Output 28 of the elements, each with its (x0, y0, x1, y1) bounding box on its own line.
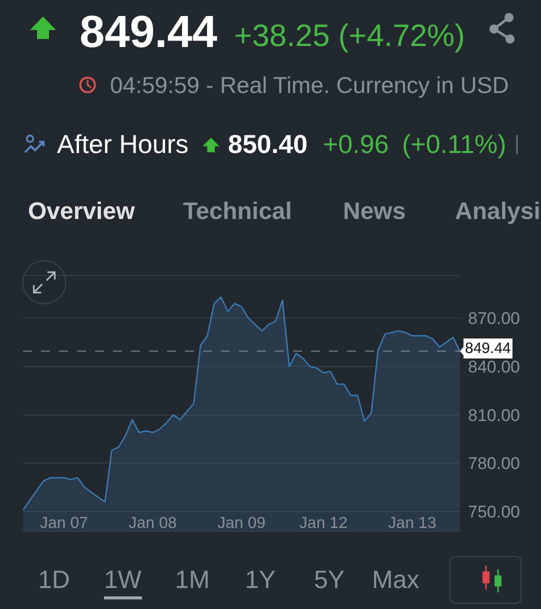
text: 5Y (314, 566, 345, 594)
text: After Hours (57, 129, 188, 159)
text: 850.40 (228, 129, 308, 159)
chart-subtitle: 04:59:59 - Real Time. Currency in USD (110, 72, 509, 98)
text: +38.25 (+4.72%) (234, 18, 465, 53)
y-tick-label: 810.00 (468, 406, 520, 425)
x-tick-label: Jan 08 (128, 515, 177, 532)
x-tick-label: Jan 09 (217, 515, 266, 532)
text: News (343, 198, 406, 225)
text: Max (372, 566, 420, 594)
y-tick-label: 870.00 (468, 308, 520, 328)
ref-line-label: 849.44 (465, 340, 511, 357)
text: 1M (175, 566, 210, 594)
y-tick-label: 780.00 (468, 454, 520, 474)
text: 1D (38, 566, 70, 594)
x-tick-label: Jan 07 (40, 515, 88, 532)
text: 1W (104, 566, 142, 594)
text: Overview (28, 198, 136, 225)
text: +0.96 (323, 129, 389, 159)
y-tick-label: 750.00 (468, 502, 520, 522)
text: 1Y (245, 566, 276, 594)
x-tick-label: Jan 13 (388, 515, 436, 532)
chart-title: 849.44 (80, 6, 218, 57)
text: (+0.11%) (402, 129, 506, 159)
y-tick-label: 840.00 (468, 357, 520, 376)
text: Technical (183, 198, 292, 225)
text: Analysi (455, 198, 540, 225)
x-tick-label: Jan 12 (299, 515, 348, 532)
